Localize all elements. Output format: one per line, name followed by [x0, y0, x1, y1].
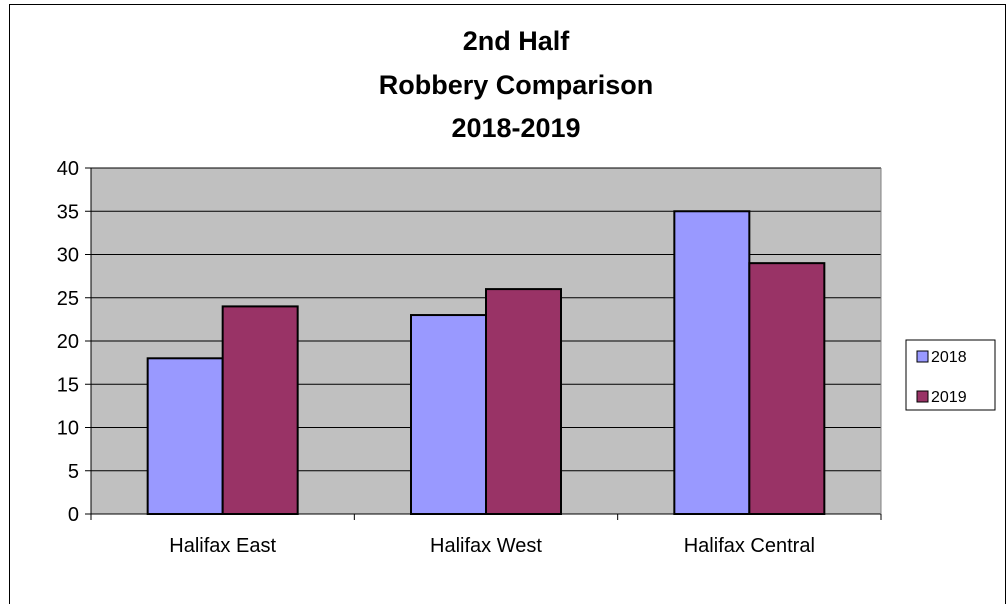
y-tick-label: 20 [57, 331, 79, 353]
bar-chart: 2nd Half Robbery Comparison 2018-2019 0 5… [57, 26, 996, 557]
y-tick-label: 35 [57, 201, 79, 223]
bars [146, 210, 826, 515]
bar-2019-2 [748, 262, 826, 515]
bar-2018-2 [673, 210, 751, 515]
title-line-3: 2018-2019 [451, 113, 580, 143]
y-tick-label: 30 [57, 245, 79, 267]
x-axis-labels: Halifax East Halifax West Halifax Central [169, 535, 815, 557]
axes [85, 167, 882, 520]
bar-2018-0 [146, 357, 224, 515]
chart-frame [9, 4, 1006, 604]
x-tick-label: Halifax East [169, 535, 276, 557]
x-tick-label: Halifax Central [684, 535, 815, 557]
y-tick-label: 10 [57, 418, 79, 440]
y-tick-label: 40 [57, 158, 79, 180]
y-tick-label: 0 [68, 504, 79, 526]
y-tick-label: 15 [57, 374, 79, 396]
chart-title: 2nd Half Robbery Comparison 2018-2019 [379, 26, 654, 143]
x-tick-label: Halifax West [430, 535, 542, 557]
title-line-1: 2nd Half [463, 26, 571, 56]
bar-2019-0 [221, 305, 299, 515]
y-axis-ticks: 0 5 10 15 20 25 30 35 40 [57, 158, 79, 526]
legend-label-2019: 2019 [931, 389, 967, 406]
bar-2019-1 [485, 288, 562, 515]
y-tick-label: 25 [57, 288, 79, 310]
legend-swatch-2018 [916, 350, 929, 363]
title-line-2: Robbery Comparison [379, 70, 654, 100]
legend-label-2018: 2018 [931, 349, 967, 366]
legend: 2018 2019 [905, 339, 996, 411]
bar-2018-1 [410, 314, 487, 515]
legend-swatch-2019 [916, 390, 929, 403]
y-tick-label: 5 [68, 461, 79, 483]
